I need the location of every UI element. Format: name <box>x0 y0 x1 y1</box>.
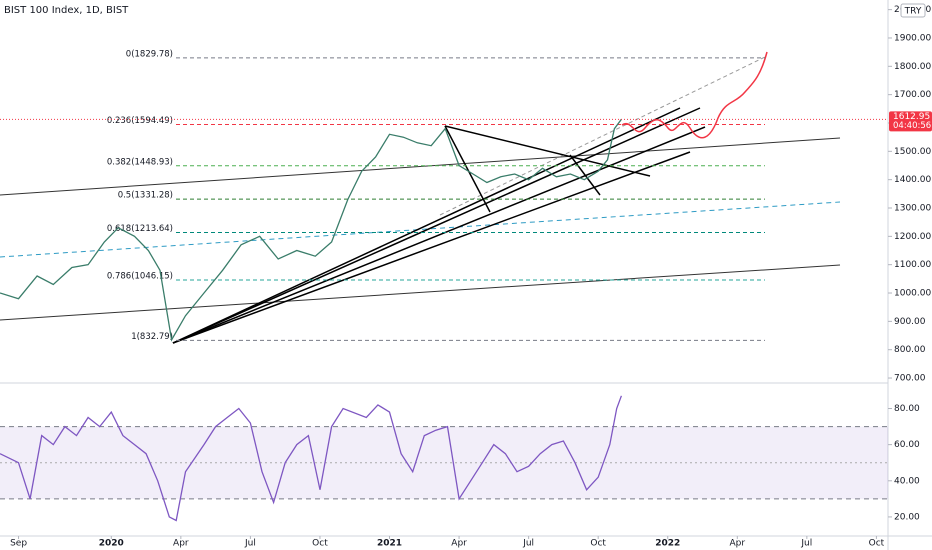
y-tick-label: 1300.00 <box>894 204 931 214</box>
drawings <box>0 51 841 344</box>
y-tick-label: 1700.00 <box>894 90 931 100</box>
trend-line <box>172 107 681 344</box>
triangle-line <box>569 154 601 196</box>
y-tick-label: 1000.00 <box>894 289 931 299</box>
x-tick-label: 2021 <box>377 539 402 549</box>
trend-line <box>172 107 701 344</box>
rsi-band <box>0 426 888 499</box>
x-tick-label: Oct <box>590 539 606 549</box>
price-tag <box>889 111 932 132</box>
y-tick-label: 1500.00 <box>894 147 931 157</box>
x-tick-label: 2022 <box>655 539 680 549</box>
trend-line <box>172 126 706 344</box>
channel-line <box>0 264 841 321</box>
x-tick-label: Oct <box>869 539 885 549</box>
currency: TRY <box>904 7 922 17</box>
y-tick-label: 80.00 <box>894 404 920 414</box>
series-line <box>0 395 623 522</box>
y-tick-label: 60.00 <box>894 440 920 450</box>
x-tick-label: 2020 <box>99 539 124 549</box>
y-tick-label: 1400.00 <box>894 175 931 185</box>
x-tick-label: Jul <box>800 539 812 549</box>
countdown: 04:40:56 <box>893 121 931 131</box>
triangle-line <box>444 125 651 177</box>
channel-line <box>439 56 766 216</box>
triangle-line <box>444 125 491 213</box>
x-tick-label: Apr <box>451 539 467 549</box>
trend-line <box>172 151 691 344</box>
fib-label: 0.5(1331.28) <box>118 191 173 201</box>
y-tick-label: 40.00 <box>894 476 920 486</box>
fib-label: 0.236(1594.49) <box>107 116 173 126</box>
last-price-label: 1612.95 <box>893 112 930 122</box>
fib-label: 0.786(1046.15) <box>107 271 173 281</box>
fib-label: 0.382(1448.93) <box>107 157 173 167</box>
x-tick-label: Sep <box>10 539 27 549</box>
y-tick-label: 1900.00 <box>894 33 931 43</box>
x-tick-label: Oct <box>312 539 328 549</box>
y-tick-label: 900.00 <box>894 317 926 327</box>
y-tick-label: 1800.00 <box>894 62 931 72</box>
series-line <box>0 118 622 342</box>
fib-label: 0.618(1213.64) <box>107 224 173 234</box>
x-tick-label: Apr <box>173 539 189 549</box>
y-tick-label: 20.00 <box>894 512 920 522</box>
y-tick-label: 800.00 <box>894 345 926 355</box>
y-tick-label: 1200.00 <box>894 232 931 242</box>
x-tick-label: Apr <box>730 539 746 549</box>
x-tick-label: Jul <box>244 539 256 549</box>
currency-badge <box>900 3 926 18</box>
x-tick-label: Jul <box>522 539 534 549</box>
fib-label: 1(832.79) <box>131 332 173 342</box>
fib-label: 0(1829.78) <box>126 49 173 59</box>
forecast-path <box>621 51 768 139</box>
chart-title: BIST 100 Index, 1D, BIST <box>4 5 129 16</box>
channel-line <box>0 137 841 196</box>
y-tick-label: 1100.00 <box>894 260 931 270</box>
y-tick-label: 700.00 <box>894 374 926 384</box>
